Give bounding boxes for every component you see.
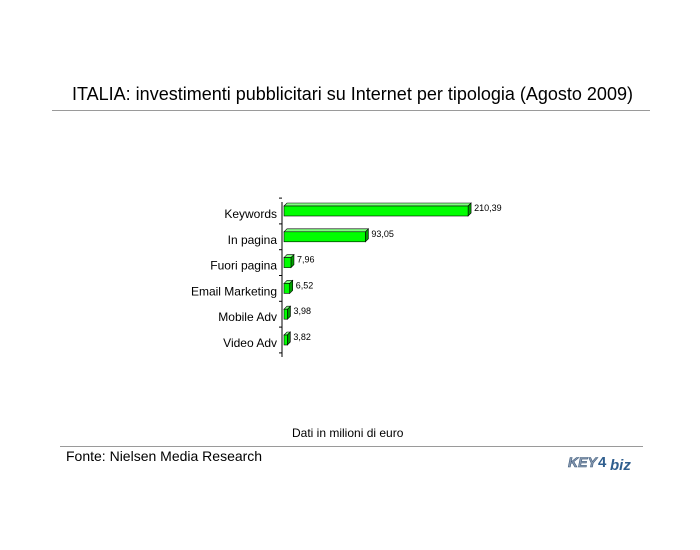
value-label: 210,39 (474, 203, 502, 213)
category-label: Keywords (224, 207, 277, 221)
bars-group: Keywords 210,39 In pagina 93,05 Fuori pagina… (191, 197, 502, 354)
value-label: 3,82 (293, 332, 311, 342)
key4biz-logo: KEY 4 biz (568, 454, 632, 474)
bar (283, 334, 288, 346)
footer-divider (60, 446, 643, 447)
value-label: 93,05 (371, 229, 394, 239)
bar (283, 257, 292, 268)
logo-biz-text: biz (610, 457, 631, 474)
category-label: Video Adv (223, 336, 277, 350)
category-label: Fuori pagina (210, 259, 277, 273)
logo-key-text: KEY (568, 454, 598, 470)
bar-top (283, 228, 370, 233)
title-divider (52, 110, 650, 111)
bar (283, 231, 366, 243)
category-label: Email Marketing (191, 284, 277, 298)
value-label: 7,96 (297, 255, 315, 265)
bar (283, 205, 469, 217)
source-credit: Fonte: Nielsen Media Research (66, 448, 263, 464)
logo-mark: 4 (598, 454, 607, 471)
units-note: Dati in milioni di euro (292, 426, 404, 440)
bar (283, 283, 291, 294)
category-label: Mobile Adv (218, 310, 277, 324)
page-title: ITALIA: investimenti pubblicitari su Int… (72, 84, 633, 104)
category-label: In pagina (228, 233, 278, 247)
bar-top (283, 202, 472, 207)
value-label: 6,52 (296, 280, 314, 290)
value-label: 3,98 (293, 306, 311, 316)
bar (283, 308, 288, 320)
